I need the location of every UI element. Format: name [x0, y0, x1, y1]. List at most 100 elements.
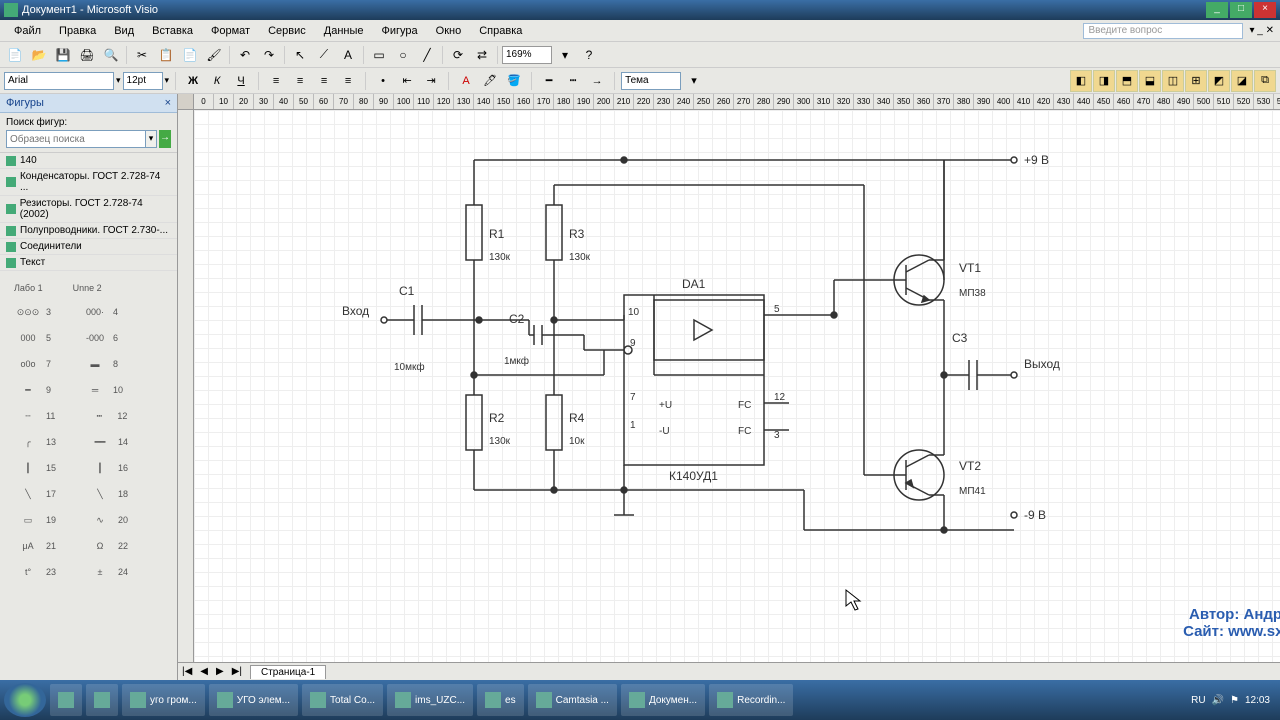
shape-2[interactable]: Unne 2 — [73, 283, 102, 293]
rotate-button[interactable]: ⟳ — [447, 44, 469, 66]
task-8[interactable]: Camtasia ... — [528, 684, 617, 716]
tray-icon2[interactable]: ⚑ — [1230, 695, 1239, 706]
tab-prev[interactable]: ◀ — [196, 666, 212, 677]
shapes-close[interactable]: × — [165, 97, 171, 109]
shape-1[interactable]: Лабо 1 — [14, 283, 43, 293]
indent-dec[interactable]: ⇤ — [396, 70, 418, 92]
shape-23[interactable]: t°23 — [14, 565, 56, 579]
shape-10[interactable]: ═10 — [81, 383, 123, 397]
font-color[interactable]: A — [455, 70, 477, 92]
systray[interactable]: RU 🔊 ⚑ 12:03 — [1191, 695, 1276, 706]
shape-11[interactable]: ╌11 — [14, 409, 55, 423]
stencil-caps[interactable]: Конденсаторы. ГОСТ 2.728-74 ... — [0, 169, 177, 196]
menu-format[interactable]: Формат — [203, 23, 258, 39]
task-5[interactable]: Total Co... — [302, 684, 383, 716]
menu-edit[interactable]: Правка — [51, 23, 104, 39]
tray-icon1[interactable]: 🔊 — [1212, 695, 1224, 706]
shape-4[interactable]: 000·4 — [81, 305, 118, 319]
shape-5[interactable]: 0005 — [14, 331, 51, 345]
pointer-button[interactable]: ↖ — [289, 44, 311, 66]
shape-3[interactable]: ⊙⊙⊙3 — [14, 305, 51, 319]
rt3[interactable]: ⬒ — [1116, 70, 1138, 92]
zoom-box[interactable]: 169% — [502, 46, 552, 64]
task-3[interactable]: уго гром... — [122, 684, 205, 716]
rt6[interactable]: ⊞ — [1185, 70, 1207, 92]
tab-last[interactable]: ▶| — [228, 666, 246, 677]
rect-button[interactable]: ▭ — [368, 44, 390, 66]
tray-lang[interactable]: RU — [1191, 695, 1205, 706]
shape-8[interactable]: ▬8 — [81, 357, 118, 371]
stencil-res[interactable]: Резисторы. ГОСТ 2.728-74 (2002) — [0, 196, 177, 223]
line-pattern[interactable]: ┅ — [562, 70, 584, 92]
menu-help[interactable]: Справка — [471, 23, 530, 39]
menu-insert[interactable]: Вставка — [144, 23, 201, 39]
align-right[interactable]: ≡ — [313, 70, 335, 92]
search-go[interactable]: → — [159, 130, 171, 148]
shape-9[interactable]: ━9 — [14, 383, 51, 397]
save-button[interactable]: 💾 — [52, 44, 74, 66]
close-button[interactable]: × — [1254, 2, 1276, 18]
menu-tools[interactable]: Сервис — [260, 23, 314, 39]
task-6[interactable]: ims_UZC... — [387, 684, 473, 716]
rt2[interactable]: ◨ — [1093, 70, 1115, 92]
menu-view[interactable]: Вид — [106, 23, 142, 39]
menu-collapse[interactable]: ▾ _ ✕ — [1249, 25, 1274, 36]
help-search[interactable]: Введите вопрос — [1083, 23, 1243, 39]
tab-first[interactable]: |◀ — [178, 666, 196, 677]
shape-16[interactable]: ┃16 — [86, 461, 128, 475]
underline-button[interactable]: Ч — [230, 70, 252, 92]
start-button[interactable] — [4, 683, 46, 717]
shape-14[interactable]: ━━14 — [86, 435, 128, 449]
open-button[interactable]: 📂 — [28, 44, 50, 66]
shape-search-input[interactable] — [6, 130, 146, 148]
rt7[interactable]: ◩ — [1208, 70, 1230, 92]
task-1[interactable] — [50, 684, 82, 716]
italic-button[interactable]: К — [206, 70, 228, 92]
rt4[interactable]: ⬓ — [1139, 70, 1161, 92]
line-color[interactable]: 🖊 — [479, 70, 501, 92]
shape-7[interactable]: о0о7 — [14, 357, 51, 371]
menu-data[interactable]: Данные — [316, 23, 372, 39]
shape-20[interactable]: ∿20 — [86, 513, 128, 527]
theme-dd[interactable]: ▾ — [683, 70, 705, 92]
flip-button[interactable]: ⇄ — [471, 44, 493, 66]
shape-15[interactable]: ┃15 — [14, 461, 56, 475]
bullets[interactable]: • — [372, 70, 394, 92]
font-select[interactable]: Arial — [4, 72, 114, 90]
indent-inc[interactable]: ⇥ — [420, 70, 442, 92]
rt9[interactable]: ⧉ — [1254, 70, 1276, 92]
stencil-140[interactable]: 140 — [0, 153, 177, 169]
maximize-button[interactable]: □ — [1230, 2, 1252, 18]
line-ends[interactable]: → — [586, 70, 608, 92]
line-weight[interactable]: ━ — [538, 70, 560, 92]
menu-window[interactable]: Окно — [428, 23, 470, 39]
align-center[interactable]: ≡ — [289, 70, 311, 92]
shape-18[interactable]: ╲18 — [86, 487, 128, 501]
search-dd[interactable]: ▾ — [146, 130, 157, 148]
tab-next[interactable]: ▶ — [212, 666, 228, 677]
drawing-canvas[interactable]: Вход С1 10мкф R1 130к R3 130к С2 1мкф R2… — [194, 110, 1280, 662]
undo-button[interactable]: ↶ — [234, 44, 256, 66]
connector-button[interactable]: ⟋ — [313, 44, 335, 66]
shape-13[interactable]: ╭13 — [14, 435, 56, 449]
copy-button[interactable]: 📋 — [155, 44, 177, 66]
menu-shape[interactable]: Фигура — [374, 23, 426, 39]
bold-button[interactable]: Ж — [182, 70, 204, 92]
cut-button[interactable]: ✂ — [131, 44, 153, 66]
theme-select[interactable]: Тема — [621, 72, 681, 90]
stencil-semi[interactable]: Полупроводники. ГОСТ 2.730-... — [0, 223, 177, 239]
text-button[interactable]: A — [337, 44, 359, 66]
task-7[interactable]: es — [477, 684, 524, 716]
shape-12[interactable]: ┅12 — [85, 409, 127, 423]
rt8[interactable]: ◪ — [1231, 70, 1253, 92]
task-10[interactable]: Recordin... — [709, 684, 793, 716]
shape-6[interactable]: -0006 — [81, 331, 118, 345]
menu-file[interactable]: Файл — [6, 23, 49, 39]
align-left[interactable]: ≡ — [265, 70, 287, 92]
stencil-conn[interactable]: Соединители — [0, 239, 177, 255]
redo-button[interactable]: ↷ — [258, 44, 280, 66]
rt5[interactable]: ◫ — [1162, 70, 1184, 92]
shape-21[interactable]: μА21 — [14, 539, 56, 553]
new-button[interactable]: 📄 — [4, 44, 26, 66]
align-justify[interactable]: ≡ — [337, 70, 359, 92]
